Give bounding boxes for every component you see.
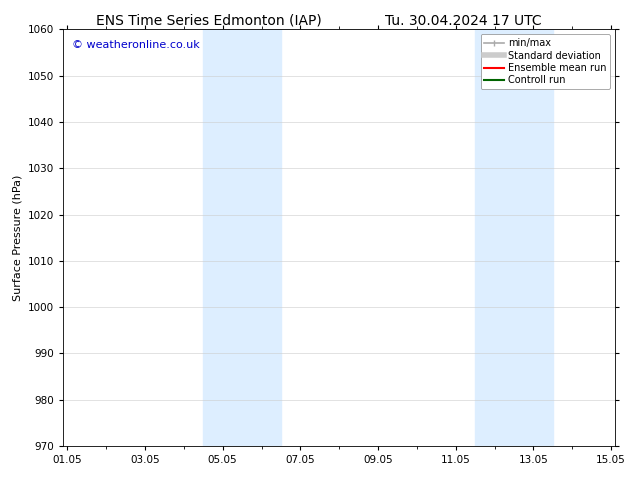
Text: © weatheronline.co.uk: © weatheronline.co.uk	[72, 40, 200, 50]
Text: ENS Time Series Edmonton (IAP): ENS Time Series Edmonton (IAP)	[96, 14, 322, 28]
Y-axis label: Surface Pressure (hPa): Surface Pressure (hPa)	[13, 174, 23, 301]
Legend: min/max, Standard deviation, Ensemble mean run, Controll run: min/max, Standard deviation, Ensemble me…	[481, 34, 610, 89]
Text: Tu. 30.04.2024 17 UTC: Tu. 30.04.2024 17 UTC	[384, 14, 541, 28]
Bar	[475, 29, 553, 446]
Bar	[204, 29, 281, 446]
